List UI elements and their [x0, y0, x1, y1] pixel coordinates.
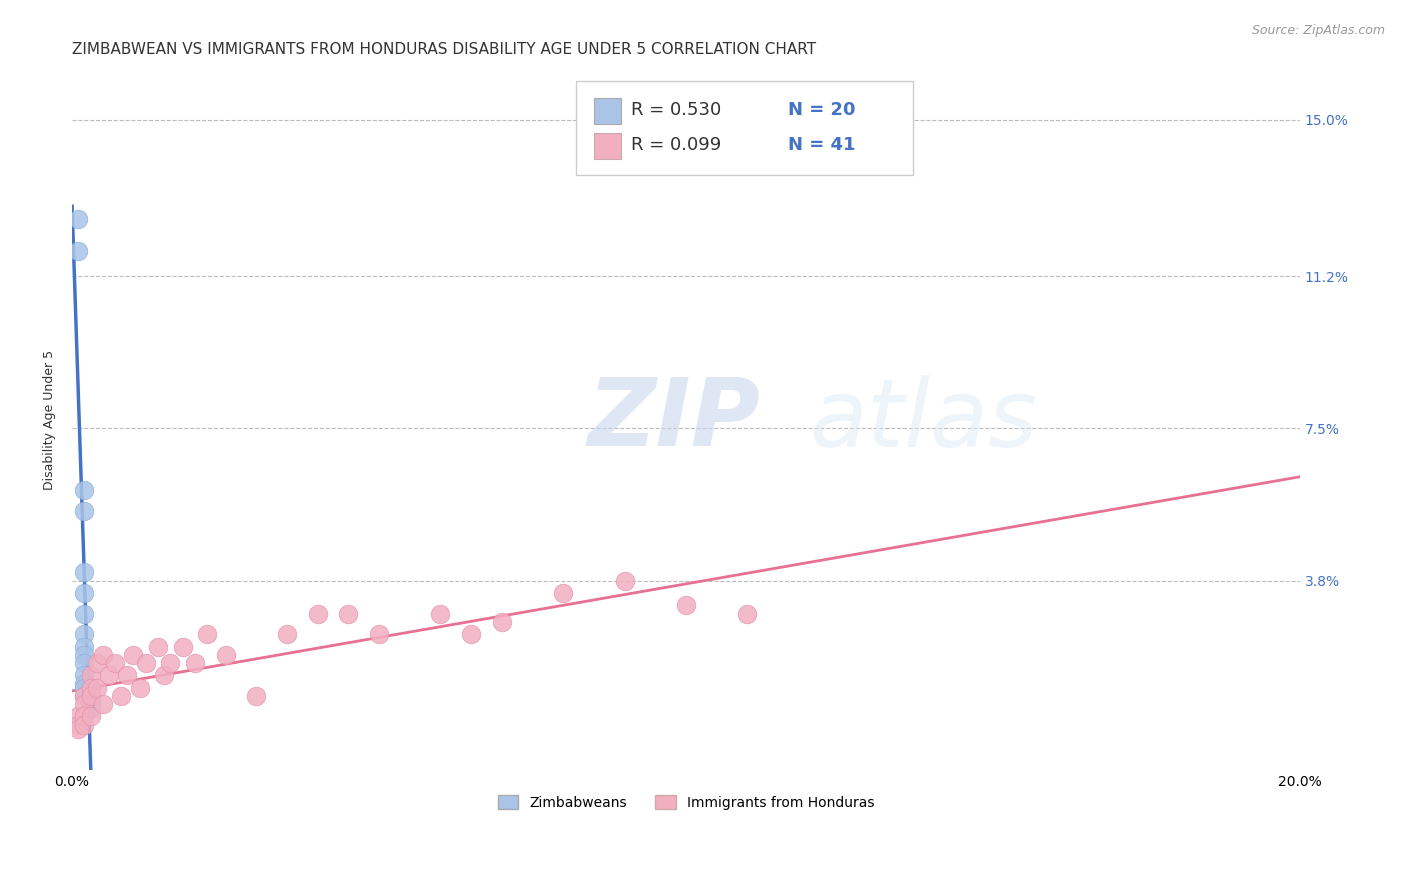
Point: [553, 586, 575, 600]
Point: [79, 668, 101, 682]
Point: [117, 668, 139, 682]
Point: [135, 656, 157, 670]
Point: [184, 656, 207, 670]
Point: [276, 627, 298, 641]
Point: [73, 676, 96, 690]
Point: [104, 656, 127, 670]
Point: [337, 607, 360, 621]
Point: [91, 697, 114, 711]
Point: [73, 504, 96, 518]
Point: [73, 689, 96, 703]
Point: [122, 648, 145, 662]
Point: [79, 681, 101, 695]
Point: [67, 211, 90, 226]
Point: [67, 244, 90, 259]
Point: [214, 648, 236, 662]
Text: R = 0.099: R = 0.099: [631, 136, 721, 154]
Point: [73, 689, 96, 703]
Bar: [593, 133, 621, 160]
Text: atlas: atlas: [808, 375, 1038, 466]
Point: [79, 689, 101, 703]
Point: [737, 607, 759, 621]
Text: Source: ZipAtlas.com: Source: ZipAtlas.com: [1251, 24, 1385, 37]
Point: [73, 668, 96, 682]
Y-axis label: Disability Age Under 5: Disability Age Under 5: [44, 351, 56, 491]
Point: [110, 689, 132, 703]
Point: [73, 697, 96, 711]
Point: [73, 483, 96, 498]
Point: [153, 668, 176, 682]
Point: [79, 681, 101, 695]
Point: [67, 722, 90, 736]
Text: ZIP: ZIP: [588, 375, 761, 467]
Legend: Zimbabweans, Immigrants from Honduras: Zimbabweans, Immigrants from Honduras: [492, 789, 880, 815]
Point: [73, 656, 96, 670]
Point: [86, 681, 108, 695]
Point: [91, 648, 114, 662]
Point: [146, 640, 169, 654]
Point: [73, 586, 96, 600]
Point: [67, 717, 90, 731]
Point: [73, 681, 96, 695]
Point: [368, 627, 391, 641]
Text: N = 41: N = 41: [787, 136, 855, 154]
Point: [67, 709, 90, 723]
Point: [79, 689, 101, 703]
Point: [195, 627, 218, 641]
Bar: [593, 98, 621, 124]
Point: [172, 640, 194, 654]
Point: [86, 656, 108, 670]
Point: [307, 607, 329, 621]
Point: [73, 640, 96, 654]
Point: [79, 697, 101, 711]
Text: N = 20: N = 20: [787, 102, 855, 120]
Point: [79, 701, 101, 715]
Point: [460, 627, 482, 641]
Point: [73, 717, 96, 731]
Point: [73, 566, 96, 580]
Text: R = 0.530: R = 0.530: [631, 102, 721, 120]
Point: [675, 599, 697, 613]
Point: [79, 709, 101, 723]
Point: [245, 689, 267, 703]
Point: [429, 607, 451, 621]
Text: ZIMBABWEAN VS IMMIGRANTS FROM HONDURAS DISABILITY AGE UNDER 5 CORRELATION CHART: ZIMBABWEAN VS IMMIGRANTS FROM HONDURAS D…: [72, 42, 817, 57]
Point: [491, 615, 513, 629]
Point: [79, 693, 101, 707]
Point: [73, 709, 96, 723]
Point: [159, 656, 181, 670]
FancyBboxPatch shape: [575, 81, 912, 176]
Point: [73, 607, 96, 621]
Point: [613, 574, 636, 588]
Point: [128, 681, 150, 695]
Point: [97, 668, 120, 682]
Point: [73, 627, 96, 641]
Point: [73, 648, 96, 662]
